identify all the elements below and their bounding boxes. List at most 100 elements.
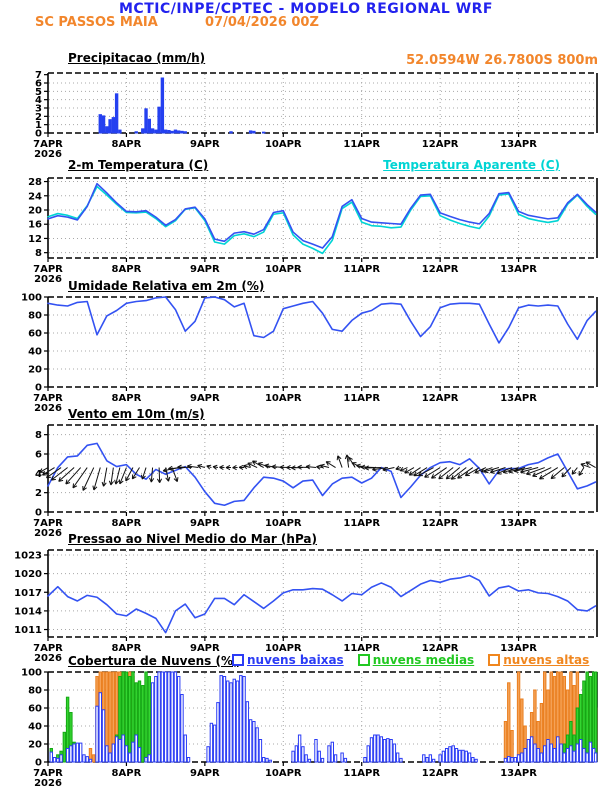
svg-text:24: 24 [28, 191, 42, 202]
legend-item-nuvens-medias: nuvens medias [357, 653, 475, 667]
svg-text:1014: 1014 [14, 606, 42, 617]
svg-text:7APR: 7APR [33, 393, 63, 404]
svg-text:10APR: 10APR [265, 393, 302, 404]
pressure-title: Pressao ao Nivel Medio do Mar (hPa) [68, 532, 318, 546]
svg-text:0: 0 [35, 383, 42, 394]
svg-text:9APR: 9APR [190, 643, 220, 654]
svg-text:12APR: 12APR [422, 518, 459, 529]
model-title: MCTIC/INPE/CPTEC - MODELO REGIONAL WRF [119, 1, 493, 17]
nuvens-medias-swatch-icon [357, 654, 370, 666]
svg-text:10APR: 10APR [265, 643, 302, 654]
svg-text:7: 7 [35, 70, 42, 81]
svg-text:13APR: 13APR [500, 393, 537, 404]
run-datetime: 07/04/2026 00Z [205, 15, 319, 30]
nuvens-altas-swatch-icon [488, 654, 501, 666]
svg-text:10APR: 10APR [265, 139, 302, 150]
svg-text:8APR: 8APR [112, 768, 142, 779]
svg-text:11APR: 11APR [343, 518, 380, 529]
svg-text:8APR: 8APR [112, 518, 142, 529]
svg-text:60: 60 [28, 704, 42, 715]
svg-text:7APR: 7APR [33, 264, 63, 275]
svg-text:9APR: 9APR [190, 264, 220, 275]
svg-text:12APR: 12APR [422, 139, 459, 150]
legend-label: nuvens baixas [247, 653, 344, 667]
svg-text:7APR: 7APR [33, 768, 63, 779]
svg-text:100: 100 [21, 668, 42, 679]
svg-text:11APR: 11APR [343, 768, 380, 779]
svg-text:2026: 2026 [34, 778, 62, 789]
svg-text:8: 8 [35, 248, 42, 259]
svg-text:0: 0 [35, 758, 42, 769]
svg-text:12: 12 [28, 234, 42, 245]
svg-text:60: 60 [28, 329, 42, 340]
wind-title: Vento em 10m (m/s) [68, 407, 205, 421]
svg-text:40: 40 [28, 722, 42, 733]
svg-text:2026: 2026 [34, 653, 62, 664]
station-name: SC PASSOS MAIA [35, 15, 158, 30]
svg-text:80: 80 [28, 686, 42, 697]
svg-text:8APR: 8APR [112, 139, 142, 150]
svg-text:12APR: 12APR [422, 264, 459, 275]
svg-text:13APR: 13APR [500, 643, 537, 654]
legend-label: nuvens medias [372, 653, 475, 667]
svg-text:13APR: 13APR [500, 518, 537, 529]
coordinates-label: 52.0594W 26.7800S 800m [406, 53, 598, 68]
svg-text:4: 4 [35, 95, 42, 106]
svg-text:20: 20 [28, 365, 42, 376]
svg-text:9APR: 9APR [190, 768, 220, 779]
svg-text:40: 40 [28, 347, 42, 358]
svg-text:12APR: 12APR [422, 643, 459, 654]
humidity-title: Umidade Relativa em 2m (%) [68, 279, 265, 293]
svg-text:13APR: 13APR [500, 139, 537, 150]
svg-text:5: 5 [35, 87, 42, 98]
svg-text:2026: 2026 [34, 274, 62, 285]
svg-text:100: 100 [21, 293, 42, 304]
legend-item-nuvens-baixas: nuvens baixas [232, 653, 344, 667]
svg-text:12APR: 12APR [422, 768, 459, 779]
svg-text:7APR: 7APR [33, 139, 63, 150]
svg-text:11APR: 11APR [343, 393, 380, 404]
svg-text:28: 28 [28, 177, 42, 188]
svg-text:8APR: 8APR [112, 264, 142, 275]
svg-text:4: 4 [35, 469, 42, 480]
svg-text:2026: 2026 [34, 403, 62, 414]
svg-text:1020: 1020 [14, 569, 42, 580]
svg-text:20: 20 [28, 206, 42, 217]
svg-text:1023: 1023 [14, 550, 42, 561]
svg-text:8: 8 [35, 430, 42, 441]
temperature-title: 2-m Temperatura (C) [68, 158, 209, 172]
svg-text:12APR: 12APR [422, 393, 459, 404]
svg-text:0: 0 [35, 129, 42, 140]
svg-text:10APR: 10APR [265, 768, 302, 779]
svg-text:7APR: 7APR [33, 643, 63, 654]
legend-item-nuvens-altas: nuvens altas [488, 653, 589, 667]
svg-text:0: 0 [35, 508, 42, 519]
svg-text:6: 6 [35, 450, 42, 461]
svg-text:9APR: 9APR [190, 139, 220, 150]
apparent-temperature-title: Temperatura Aparente (C) [383, 158, 560, 172]
precipitation-title: Precipitacao (mm/h) [68, 51, 206, 65]
svg-text:2026: 2026 [34, 149, 62, 160]
svg-text:1: 1 [35, 120, 42, 131]
svg-text:80: 80 [28, 311, 42, 322]
svg-text:1011: 1011 [14, 625, 42, 636]
svg-text:2: 2 [35, 112, 42, 123]
svg-text:6: 6 [35, 79, 42, 90]
svg-text:10APR: 10APR [265, 518, 302, 529]
svg-text:11APR: 11APR [343, 643, 380, 654]
svg-text:8APR: 8APR [112, 393, 142, 404]
svg-text:2026: 2026 [34, 528, 62, 539]
cloud-cover-title: Cobertura de Nuvens (%) [68, 654, 239, 668]
svg-text:13APR: 13APR [500, 768, 537, 779]
svg-text:9APR: 9APR [190, 518, 220, 529]
nuvens-baixas-swatch-icon [232, 654, 244, 666]
svg-text:20: 20 [28, 740, 42, 751]
svg-text:7APR: 7APR [33, 518, 63, 529]
svg-text:16: 16 [28, 220, 42, 231]
svg-text:10APR: 10APR [265, 264, 302, 275]
